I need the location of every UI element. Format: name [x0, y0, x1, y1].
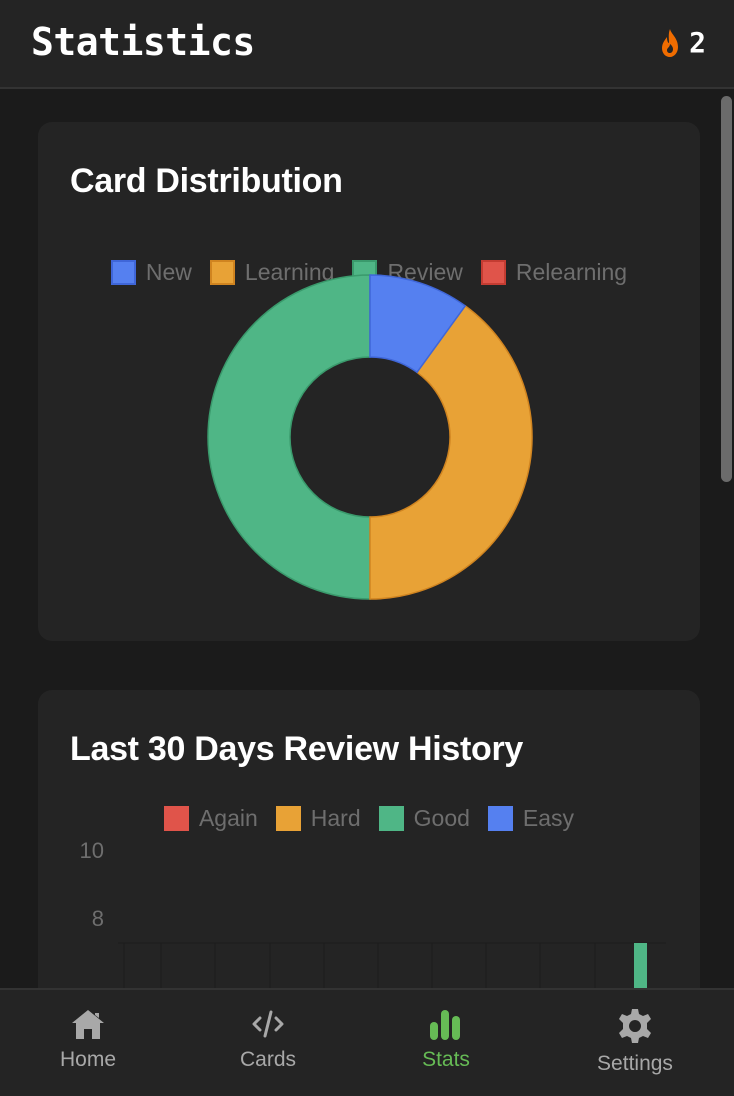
nav-tab-home[interactable]: Home	[18, 1008, 158, 1072]
code-icon	[252, 1010, 284, 1038]
card-distribution-title: Card Distribution	[70, 162, 343, 200]
card-distribution-panel: Card Distribution New Learning Review Re…	[38, 122, 700, 641]
legend-item-hard[interactable]: Hard	[275, 805, 361, 832]
legend-swatch	[480, 260, 506, 285]
legend-label: Good	[413, 805, 470, 831]
legend-item-good[interactable]: Good	[378, 805, 470, 832]
legend-swatch	[209, 260, 235, 285]
donut-slice-learning[interactable]	[369, 304, 533, 600]
bar-chart-icon	[430, 1010, 460, 1040]
nav-tab-cards[interactable]: Cards	[198, 1008, 338, 1072]
nav-tab-settings[interactable]: Settings	[565, 1008, 705, 1076]
home-icon	[72, 1010, 104, 1039]
history-legend: Again Hard Good Easy	[38, 805, 700, 832]
bottom-navigation: Home Cards Stats Settings	[0, 988, 734, 1096]
stats-content[interactable]: Card Distribution New Learning Review Re…	[0, 91, 734, 988]
legend-swatch	[163, 806, 189, 831]
page-title: Statistics	[31, 20, 255, 64]
gear-icon	[619, 1009, 651, 1043]
legend-label: Learning	[244, 259, 335, 285]
nav-label: Stats	[422, 1048, 470, 1071]
legend-label: Easy	[522, 805, 575, 831]
nav-label: Home	[59, 1048, 117, 1071]
legend-swatch	[378, 806, 404, 831]
app-header: Statistics 2	[0, 0, 734, 89]
legend-item-relearning[interactable]: Relearning	[480, 259, 628, 286]
y-tick-8: 8	[91, 906, 104, 931]
legend-swatch	[487, 806, 513, 831]
distribution-legend: New Learning Review Relearning	[38, 259, 700, 286]
donut-chart[interactable]	[206, 273, 534, 601]
legend-item-easy[interactable]: Easy	[487, 805, 575, 832]
legend-swatch	[275, 806, 301, 831]
nav-label: Settings	[597, 1052, 673, 1075]
donut-slice-review[interactable]	[207, 274, 371, 600]
flame-icon	[662, 28, 679, 57]
bar-good-last-day[interactable]	[634, 943, 647, 988]
legend-item-new[interactable]: New	[110, 259, 192, 286]
legend-label: Hard	[310, 805, 361, 831]
legend-label: New	[145, 259, 192, 285]
review-history-bar-chart[interactable]	[38, 690, 700, 988]
legend-label: Relearning	[515, 259, 628, 285]
streak-count: 2	[689, 26, 706, 59]
legend-item-again[interactable]: Again	[163, 805, 258, 832]
streak-badge[interactable]: 2	[659, 26, 706, 59]
vertical-scrollbar[interactable]	[721, 96, 732, 482]
y-tick-10: 10	[79, 838, 104, 863]
legend-label: Again	[198, 805, 258, 831]
nav-label: Cards	[239, 1048, 297, 1071]
review-history-panel: Last 30 Days Review History Again Hard G…	[38, 690, 700, 988]
review-history-title: Last 30 Days Review History	[70, 730, 524, 768]
legend-swatch	[110, 260, 136, 285]
donut-slice-new[interactable]	[369, 274, 467, 374]
legend-item-learning[interactable]: Learning	[209, 259, 335, 286]
nav-tab-stats[interactable]: Stats	[376, 1008, 516, 1072]
